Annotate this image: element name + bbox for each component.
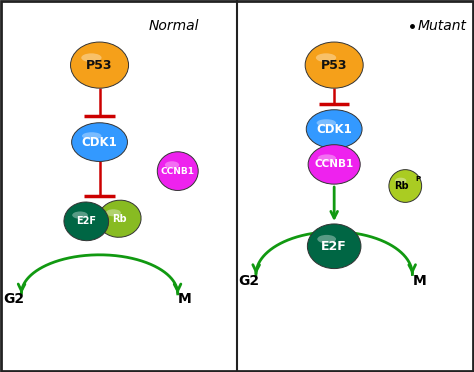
Text: M: M (178, 292, 192, 307)
Ellipse shape (72, 123, 128, 161)
Text: E2F: E2F (76, 217, 96, 226)
Ellipse shape (317, 119, 336, 126)
Ellipse shape (308, 145, 360, 184)
Ellipse shape (157, 152, 198, 190)
Text: Mutant: Mutant (418, 19, 467, 33)
Ellipse shape (106, 209, 121, 216)
Ellipse shape (389, 170, 422, 202)
Ellipse shape (98, 200, 141, 237)
Ellipse shape (82, 132, 101, 140)
Ellipse shape (72, 211, 88, 219)
Ellipse shape (395, 178, 406, 184)
Text: P53: P53 (86, 59, 113, 71)
Ellipse shape (165, 161, 179, 169)
Text: P: P (415, 176, 420, 182)
Text: CDK1: CDK1 (316, 123, 352, 135)
Text: M: M (412, 274, 427, 288)
Text: CCNB1: CCNB1 (161, 167, 195, 176)
Ellipse shape (306, 110, 362, 148)
Text: G2: G2 (238, 274, 259, 288)
Ellipse shape (305, 42, 363, 88)
Text: CCNB1: CCNB1 (315, 160, 354, 169)
Ellipse shape (317, 235, 336, 243)
Ellipse shape (64, 202, 109, 241)
Ellipse shape (71, 42, 128, 88)
Text: CDK1: CDK1 (82, 136, 118, 148)
Ellipse shape (316, 53, 336, 62)
Text: Normal: Normal (148, 19, 199, 33)
Ellipse shape (318, 154, 336, 162)
Text: Rb: Rb (394, 181, 409, 191)
Text: E2F: E2F (321, 240, 347, 253)
Text: P53: P53 (321, 59, 347, 71)
Ellipse shape (81, 53, 101, 62)
Text: G2: G2 (4, 292, 25, 307)
Ellipse shape (307, 224, 361, 269)
Text: Rb: Rb (112, 214, 127, 224)
